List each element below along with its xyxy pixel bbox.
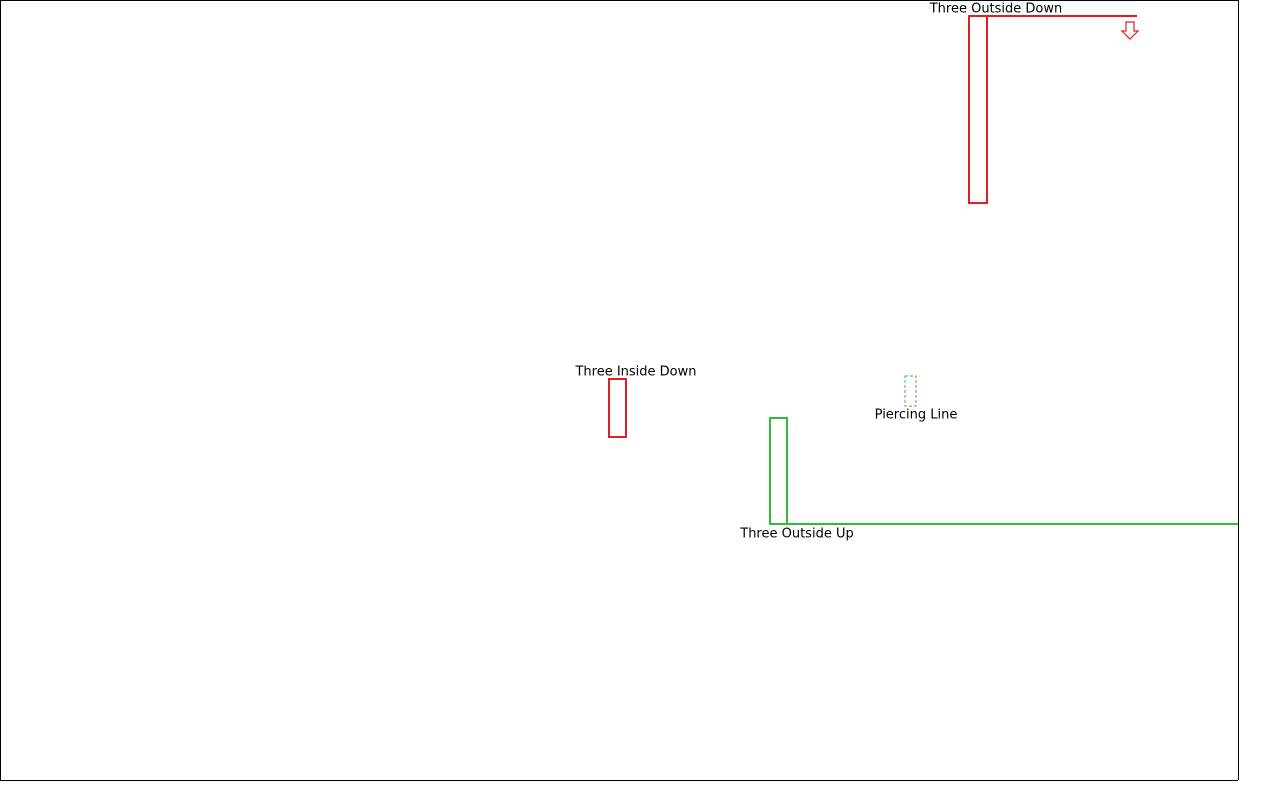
sell-arrow xyxy=(1120,21,1140,40)
pattern-box xyxy=(608,378,627,438)
pattern-box xyxy=(968,15,988,204)
pattern-label: Piercing Line xyxy=(875,408,958,423)
pattern-box xyxy=(904,375,917,407)
pattern-label: Three Outside Down xyxy=(929,2,1063,17)
annotations: Three Inside Down Three Outside Down Thr… xyxy=(574,2,1238,542)
pattern-label: Three Outside Up xyxy=(739,527,853,542)
pattern-label: Three Inside Down xyxy=(574,365,696,380)
